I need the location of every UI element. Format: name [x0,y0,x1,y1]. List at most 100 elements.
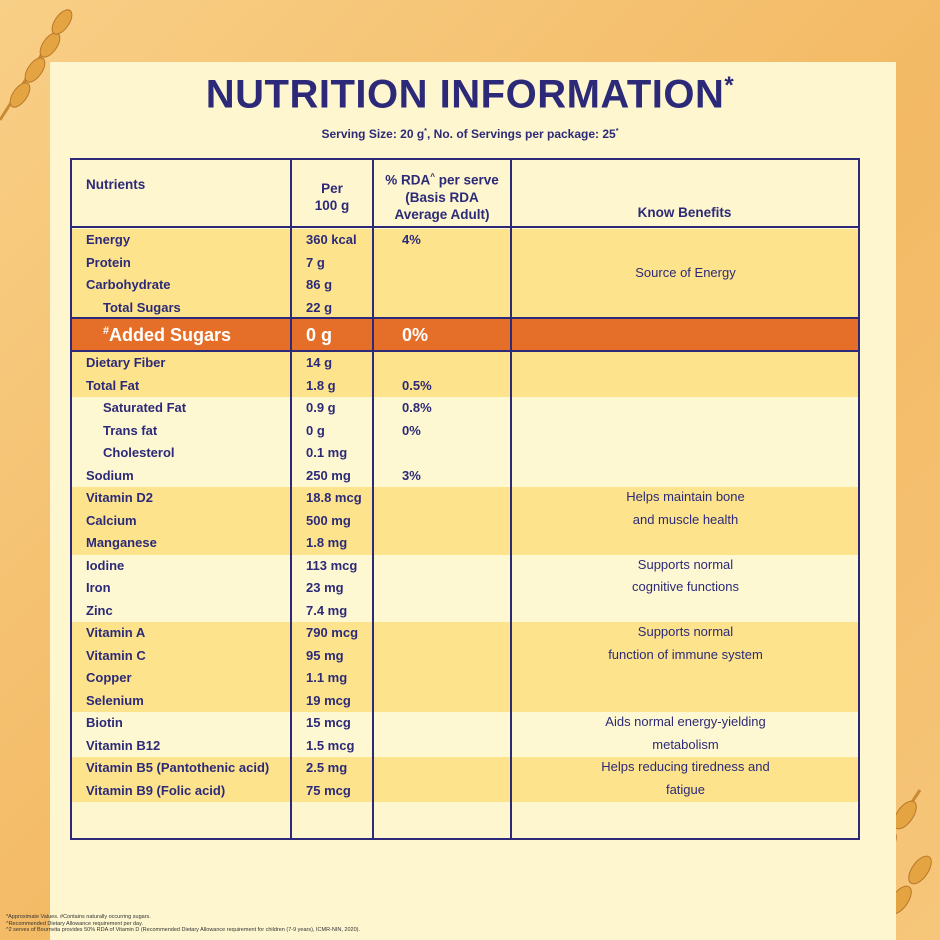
amount: 15 mcg [306,715,351,731]
nutrient-name: Dietary Fiber [86,355,165,370]
nutrient-text: Vitamin A [86,625,146,641]
nutrient-text: Vitamin B12 [86,737,161,753]
superscript: * [424,126,427,135]
title-text: NUTRITION INFORMATION [205,72,725,117]
nutrient-name: Selenium [86,693,144,708]
nutrient-name: Vitamin A [86,625,145,640]
benefit-text: cognitive functions [632,579,739,595]
title: NUTRITION INFORMATION* [0,72,940,117]
amount: 790 mcg [306,625,359,641]
benefit-text: Aids normal energy-yielding [605,714,766,730]
nutrient-text: Iron [86,580,111,596]
nutrient-name: Iron [86,580,111,595]
amount: 19 mcg [306,692,351,708]
nutrient-text: Vitamin B5 (Pantothenic acid) [86,760,270,776]
nutrient-text: Iodine [86,557,125,573]
nutrient-name: Vitamin B5 (Pantothenic acid) [86,760,269,775]
amount: 1.8 g [306,377,336,393]
header-cell: % RDA^ per serve (Basis RDA Average Adult) [373,168,511,223]
nutrient-name: Vitamin D2 [86,490,153,505]
row-band [72,229,858,319]
nutrient-text: Vitamin B9 (Folic acid) [86,782,226,798]
row-band [72,487,858,555]
rda: 0.8% [402,400,432,416]
amount: 7.4 mg [306,602,348,618]
text-part: Average Adult) [394,206,490,222]
benefit-text: Source of Energy [635,265,736,280]
nutrient-text: Biotin [86,715,123,731]
text-part: Serving Size: 20 g [321,127,425,141]
text-part: % RDA [385,172,431,188]
benefit-text: metabolism [652,736,719,752]
nutrient-name: Zinc [86,603,113,618]
column-rule [510,160,512,838]
nutrient-name: Vitamin B12 [86,738,160,753]
header-cell: Per 100 g [291,180,373,214]
amount: 1.8 mg [306,535,348,551]
nutrient-name: Manganese [86,535,157,550]
nutrient-name: Energy [86,232,130,247]
text-part: (Basis RDA [405,189,479,205]
benefit-text: Supports normal [637,556,734,572]
nutrient-name: Iodine [86,558,124,573]
nutrient-name: Sodium [86,468,134,483]
amount: 0.1 mg [306,445,348,461]
row-band [72,757,858,802]
nutrient-text: Calcium [86,512,137,528]
amount: 0.9 g [306,400,336,416]
nutrient-text: Cholesterol [103,445,175,461]
row-band [72,319,858,350]
header-line: Per [321,181,343,196]
nutrient-text: Added Sugars [109,324,232,345]
header-rule [72,226,858,228]
nutrient-text: Sodium [86,467,134,483]
header-line: Average Adult) [373,206,511,223]
nutrient-text: Zinc [86,602,113,618]
header-cell: Know Benefits [637,205,732,220]
amount: 86 g [306,277,333,293]
rda: 3% [402,467,421,483]
benefit-text: and muscle health [632,511,739,527]
nutrient-name: Protein [86,255,131,270]
column-rule [372,160,374,838]
amount: 500 mg [306,512,351,528]
footnote: ^Recommended Dietary Allowance requireme… [6,920,143,927]
nutrient-text: Copper [86,670,132,686]
nutrient-name: Cholesterol [103,445,175,460]
benefit-text: function of immune system [608,646,763,662]
amount: 7 g [306,254,325,270]
nutrient-text: Trans fat [103,422,158,438]
row-band [72,397,858,487]
nutrient-text: Dietary Fiber [86,355,166,371]
benefit-text: Helps maintain bone [626,489,745,505]
rda: 4% [402,232,421,248]
nutrient-name: Copper [86,670,132,685]
rda: 0.5% [402,377,432,393]
serving-line: Serving Size: 20 g*, No. of Servings per… [0,126,940,141]
header-line: 100 g [314,198,350,213]
nutrient-text: Saturated Fat [103,400,187,416]
nutrient-text: Selenium [86,692,144,708]
amount: 250 mg [306,467,351,483]
benefit-text: Helps reducing tiredness and [601,759,770,775]
row-band [72,712,858,757]
nutrient-name: Saturated Fat [103,400,186,415]
footnotes: *Approximate Values. #Contains naturally… [6,914,360,934]
superscript: * [615,126,619,135]
rda: 0% [402,422,421,438]
nutrient-text: Protein [86,254,131,270]
footnote: *Approximate Values. #Contains naturally… [6,914,151,920]
superscript: # [103,324,110,337]
row-rule [72,317,858,319]
amount: 1.1 mg [306,670,348,686]
amount: 23 mg [306,580,344,596]
benefit-text: Supports normal [637,624,734,640]
title-mark: * [724,72,735,99]
row-band [72,554,858,622]
nutrient-name: Carbohydrate [86,277,171,292]
nutrient-text: Energy [86,232,131,248]
nutrient-text: Total Fat [86,377,140,393]
amount: 1.5 mcg [306,737,355,753]
nutrient-text: Carbohydrate [86,277,171,293]
